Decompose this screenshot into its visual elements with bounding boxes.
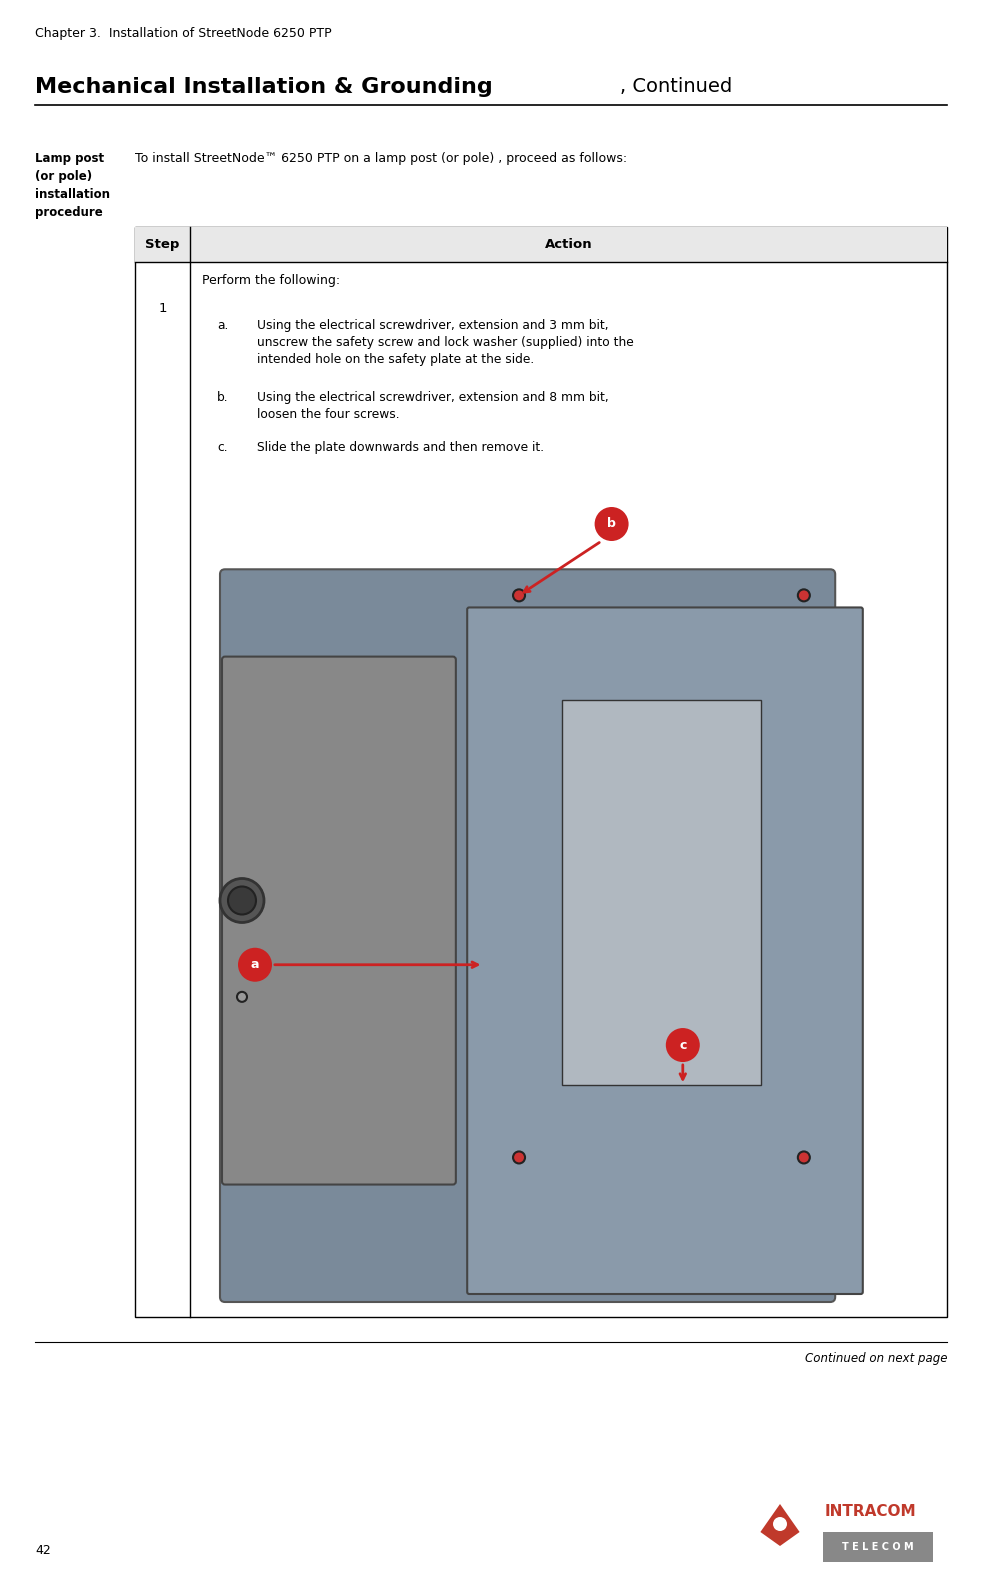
Text: b: b: [607, 517, 616, 530]
Text: a.: a.: [217, 319, 229, 332]
Text: Perform the following:: Perform the following:: [202, 275, 340, 287]
Circle shape: [797, 1152, 810, 1163]
Text: Step: Step: [145, 238, 180, 251]
Text: 1: 1: [158, 302, 167, 314]
Text: c: c: [680, 1038, 686, 1052]
FancyBboxPatch shape: [220, 570, 836, 1301]
Circle shape: [594, 506, 628, 541]
Text: 42: 42: [35, 1544, 51, 1557]
Circle shape: [220, 879, 264, 922]
FancyBboxPatch shape: [467, 608, 863, 1293]
Text: Continued on next page: Continued on next page: [804, 1352, 947, 1365]
Text: c.: c.: [217, 441, 228, 454]
Polygon shape: [760, 1504, 799, 1546]
Text: Mechanical Installation & Grounding: Mechanical Installation & Grounding: [35, 78, 493, 97]
Text: Action: Action: [545, 238, 592, 251]
Circle shape: [513, 1152, 525, 1163]
Text: INTRACOM: INTRACOM: [825, 1504, 916, 1519]
Circle shape: [228, 887, 256, 914]
Text: a: a: [250, 959, 259, 971]
Bar: [135, 227, 947, 262]
Circle shape: [773, 1517, 787, 1531]
Text: Chapter 3.  Installation of StreetNode 6250 PTP: Chapter 3. Installation of StreetNode 62…: [35, 27, 332, 40]
Circle shape: [237, 992, 247, 1001]
Bar: [135, 227, 947, 1317]
Text: T E L E C O M: T E L E C O M: [843, 1543, 914, 1552]
Circle shape: [797, 589, 810, 601]
Circle shape: [666, 1028, 700, 1062]
Text: Slide the plate downwards and then remove it.: Slide the plate downwards and then remov…: [257, 441, 544, 454]
Text: , Continued: , Continued: [620, 78, 733, 95]
Circle shape: [238, 947, 272, 982]
Bar: [823, 1531, 933, 1562]
Circle shape: [513, 589, 525, 601]
Bar: [562, 700, 761, 1086]
Text: To install StreetNode™ 6250 PTP on a lamp post (or pole) , proceed as follows:: To install StreetNode™ 6250 PTP on a lam…: [135, 152, 627, 165]
FancyBboxPatch shape: [222, 657, 456, 1184]
Text: Using the electrical screwdriver, extension and 3 mm bit,
unscrew the safety scr: Using the electrical screwdriver, extens…: [257, 319, 633, 367]
Text: b.: b.: [217, 390, 229, 405]
Text: Lamp post
(or pole)
installation
procedure: Lamp post (or pole) installation procedu…: [35, 152, 110, 219]
Text: Using the electrical screwdriver, extension and 8 mm bit,
loosen the four screws: Using the electrical screwdriver, extens…: [257, 390, 609, 421]
